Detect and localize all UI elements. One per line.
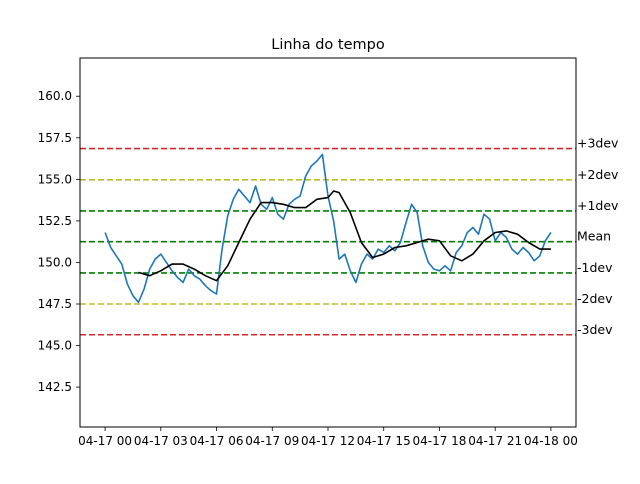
band-label-1: +2dev bbox=[577, 167, 619, 182]
plot-frame bbox=[79, 57, 577, 428]
y-tick-label-0: 142.5 bbox=[38, 380, 72, 394]
y-tick-label-5: 155.0 bbox=[38, 172, 72, 186]
y-tick-label-1: 145.0 bbox=[38, 339, 72, 353]
y-axis: 142.5 145.0 147.5 150.0 152.5 155.0 157.5 160.0 bbox=[38, 89, 80, 394]
band-label-4: -1dev bbox=[577, 260, 613, 275]
band-label-2: +1dev bbox=[577, 198, 619, 213]
x-tick-label-8: 04-18 00 bbox=[524, 434, 578, 448]
y-tick-label-3: 150.0 bbox=[38, 255, 72, 269]
series-line-0 bbox=[104, 153, 552, 304]
x-tick-label-3: 04-17 09 bbox=[245, 434, 299, 448]
band-label-3: Mean bbox=[577, 229, 611, 244]
series-lines bbox=[104, 153, 552, 304]
x-tick-label-1: 04-17 03 bbox=[134, 434, 188, 448]
y-tick-label-6: 157.5 bbox=[38, 131, 72, 145]
band-label-6: -3dev bbox=[577, 322, 613, 337]
x-tick-label-0: 04-17 00 bbox=[78, 434, 132, 448]
y-tick-label-4: 152.5 bbox=[38, 214, 72, 228]
band-label-5: -2dev bbox=[577, 291, 613, 306]
y-tick-label-2: 147.5 bbox=[38, 297, 72, 311]
x-tick-label-5: 04-17 15 bbox=[357, 434, 411, 448]
band-label-0: +3dev bbox=[577, 136, 619, 151]
chart-title: Linha do tempo bbox=[271, 37, 385, 53]
y-tick-label-7: 160.0 bbox=[38, 89, 72, 103]
band-labels: +3dev +2dev +1dev Mean -1dev -2dev -3dev bbox=[577, 136, 619, 337]
x-tick-label-7: 04-17 21 bbox=[468, 434, 522, 448]
deviation-bands bbox=[80, 147, 576, 336]
x-tick-label-2: 04-17 06 bbox=[190, 434, 244, 448]
series-line-1 bbox=[138, 190, 551, 282]
x-axis: 04-17 00 04-17 03 04-17 06 04-17 09 04-17 12… bbox=[78, 427, 578, 448]
x-tick-label-4: 04-17 12 bbox=[301, 434, 355, 448]
x-tick-label-6: 04-17 18 bbox=[412, 434, 466, 448]
